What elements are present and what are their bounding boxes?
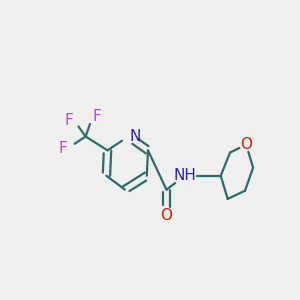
- Text: F: F: [58, 140, 67, 155]
- Text: O: O: [240, 137, 252, 152]
- Text: N: N: [130, 129, 141, 144]
- Text: NH: NH: [173, 168, 196, 183]
- Text: F: F: [92, 109, 101, 124]
- Text: F: F: [64, 113, 73, 128]
- Text: O: O: [160, 208, 172, 223]
